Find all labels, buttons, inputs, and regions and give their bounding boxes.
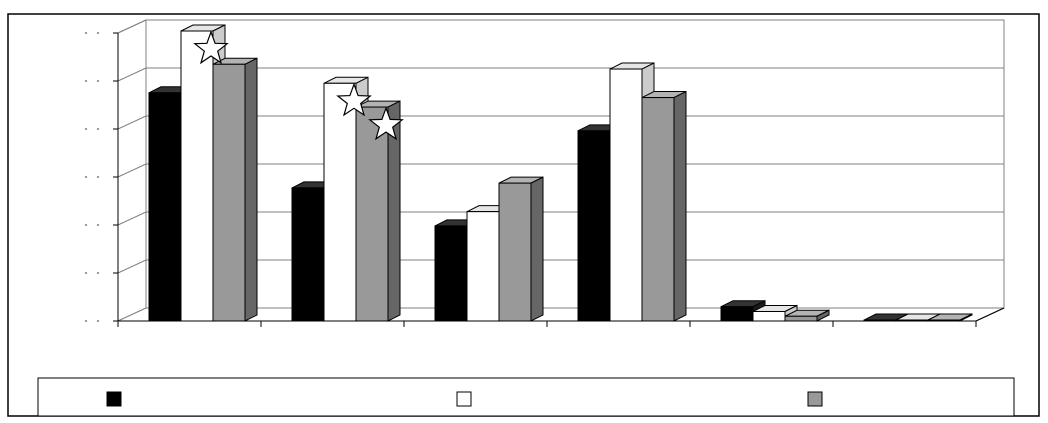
bar-front bbox=[641, 97, 675, 322]
legend bbox=[37, 377, 1015, 417]
y-tick-mark bbox=[85, 176, 87, 178]
bar-front bbox=[720, 306, 754, 322]
y-tick-mark bbox=[85, 32, 87, 34]
y-tick-mark bbox=[85, 224, 87, 226]
bar-side bbox=[673, 90, 687, 322]
gridline-side bbox=[117, 163, 147, 178]
y-tick-mark bbox=[85, 320, 87, 322]
bar bbox=[927, 313, 973, 322]
gridline-side bbox=[117, 19, 147, 34]
bar bbox=[212, 57, 258, 322]
gridline-side bbox=[117, 67, 147, 82]
bar-front bbox=[355, 106, 389, 322]
star-marker bbox=[368, 106, 404, 141]
bar-front bbox=[212, 63, 246, 322]
bar bbox=[355, 100, 401, 322]
bar-front bbox=[466, 211, 500, 322]
bar bbox=[641, 90, 687, 322]
bar-front bbox=[180, 30, 214, 322]
bar-front bbox=[498, 182, 532, 322]
y-tick-mark bbox=[85, 272, 87, 274]
y-tick-mark bbox=[97, 272, 99, 274]
bar-side bbox=[530, 176, 544, 322]
y-tick-mark bbox=[97, 128, 99, 130]
bar-front bbox=[323, 82, 357, 322]
legend-swatch bbox=[807, 391, 823, 407]
bar-side bbox=[244, 57, 258, 322]
y-tick-mark bbox=[85, 128, 87, 130]
bar-front bbox=[577, 130, 611, 322]
bar-front bbox=[434, 225, 468, 322]
bar-front bbox=[752, 310, 786, 322]
bar bbox=[498, 176, 544, 322]
plot-area bbox=[85, 19, 1005, 327]
bar-front bbox=[863, 319, 897, 322]
legend-swatch bbox=[456, 391, 472, 407]
star-marker bbox=[193, 30, 229, 65]
star-marker bbox=[336, 82, 372, 117]
legend-swatch bbox=[106, 391, 122, 407]
bar-front bbox=[927, 319, 961, 322]
category-axis-end bbox=[975, 307, 1005, 322]
bar-front bbox=[148, 92, 182, 322]
bar-front bbox=[895, 319, 929, 322]
y-tick-mark bbox=[97, 224, 99, 226]
gridline-side bbox=[117, 115, 147, 130]
legend-box bbox=[37, 377, 1015, 417]
y-tick-mark bbox=[85, 80, 87, 82]
bar bbox=[784, 309, 830, 322]
y-tick-mark bbox=[97, 32, 99, 34]
y-tick-mark bbox=[97, 176, 99, 178]
gridline-side bbox=[117, 259, 147, 274]
y-tick-mark bbox=[97, 320, 99, 322]
bar-front bbox=[609, 68, 643, 322]
gridline-side bbox=[117, 211, 147, 226]
bar-front bbox=[784, 315, 818, 322]
y-tick-mark bbox=[97, 80, 99, 82]
bar-front bbox=[291, 187, 325, 322]
bar bbox=[752, 304, 798, 322]
